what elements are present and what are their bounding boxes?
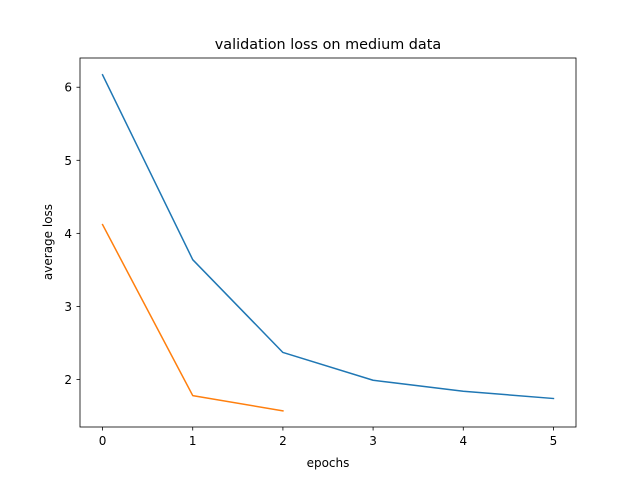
plot-frame (79, 57, 577, 428)
x-axis: 0 1 2 3 4 5 (99, 427, 558, 448)
y-tick-label: 3 (64, 300, 72, 314)
y-axis-label: average loss (41, 204, 55, 280)
x-tick-label: 5 (550, 434, 558, 448)
y-tick-label: 5 (64, 154, 72, 168)
x-tick-label: 2 (279, 434, 287, 448)
y-tick-label: 2 (64, 373, 72, 387)
x-tick-label: 4 (459, 434, 467, 448)
x-tick-label: 1 (189, 434, 197, 448)
y-axis: 2 3 4 5 6 (64, 81, 80, 387)
x-axis-label: epochs (307, 456, 350, 470)
series-1-line (101, 73, 555, 400)
x-tick-label: 3 (369, 434, 377, 448)
y-tick-label: 6 (64, 81, 72, 95)
x-tick-label: 0 (99, 434, 107, 448)
chart-title: validation loss on medium data (215, 37, 441, 53)
y-tick-label: 4 (64, 227, 72, 241)
series-layer (101, 73, 555, 412)
